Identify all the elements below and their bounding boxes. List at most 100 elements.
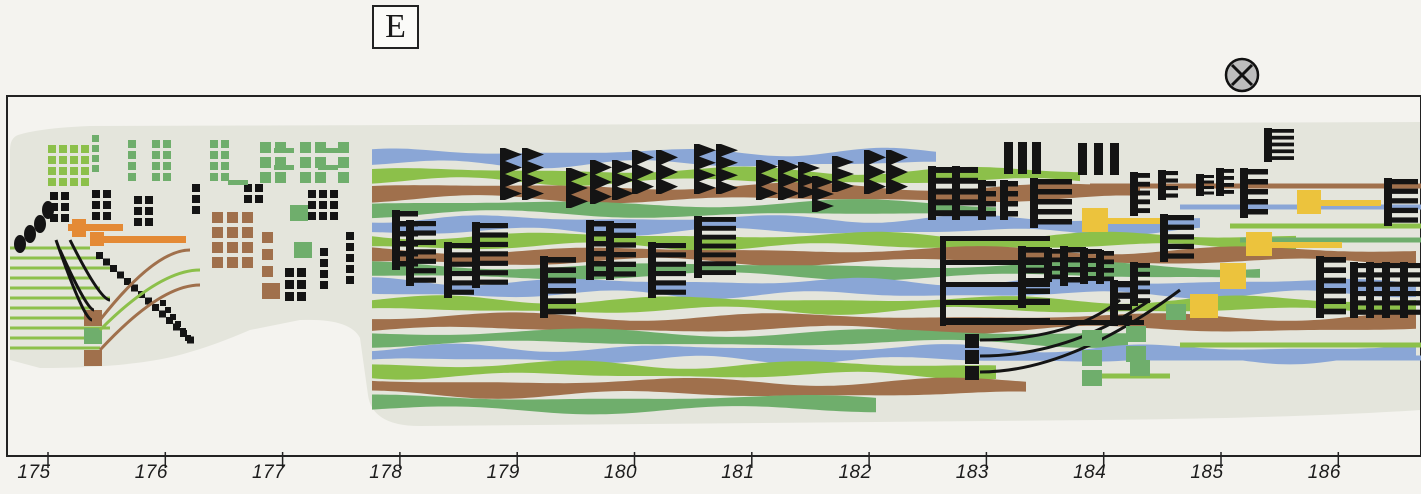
black-square: [319, 212, 327, 220]
green-square: [338, 172, 349, 183]
black-cluster: [1400, 262, 1421, 318]
black-cluster: [444, 242, 474, 298]
cluster-tooth: [1408, 309, 1421, 315]
black-cluster: [586, 220, 614, 280]
cluster-tooth: [1088, 249, 1102, 254]
cluster-tooth: [960, 177, 978, 184]
black-cluster: [952, 166, 978, 220]
cluster-tooth: [1166, 186, 1178, 191]
green-block: [1126, 346, 1146, 362]
green-square: [70, 145, 78, 153]
cluster-tooth: [1204, 180, 1214, 184]
cluster-tooth: [1026, 288, 1050, 295]
brown-square: [212, 242, 223, 253]
flag-stem: [656, 150, 661, 194]
cluster-tooth: [1008, 201, 1018, 207]
flag-stem: [694, 144, 699, 194]
cluster-tooth: [960, 199, 978, 206]
green-square: [300, 157, 311, 168]
cluster-spine: [472, 222, 480, 288]
cluster-tooth: [548, 257, 576, 263]
flag-triangle: [869, 150, 886, 165]
brown-square: [212, 212, 223, 223]
black-flag: [716, 144, 738, 194]
cluster-tooth: [414, 258, 436, 264]
timeline-label: 176: [134, 462, 168, 483]
black-flag: [812, 176, 834, 212]
black-square: [117, 271, 124, 279]
cluster-tooth: [594, 271, 614, 277]
green-square: [210, 173, 218, 181]
flag-triangle: [817, 176, 834, 188]
black-square: [255, 195, 263, 203]
cluster-tooth: [1138, 190, 1150, 196]
green-square: [210, 162, 218, 170]
flag-triangle: [761, 160, 778, 174]
black-cluster: [1316, 256, 1346, 318]
fan-line: [58, 249, 95, 312]
black-flag: [778, 160, 800, 200]
brown-square: [242, 257, 253, 268]
black-cluster: [928, 166, 954, 220]
cluster-tooth: [1038, 219, 1072, 225]
green-square: [70, 156, 78, 164]
cluster-spine: [1400, 262, 1408, 318]
black-square: [96, 252, 103, 259]
cluster-tooth: [1272, 149, 1294, 154]
flag-triangle: [721, 144, 738, 157]
green-square: [221, 162, 229, 170]
flag-stem: [812, 176, 817, 212]
cluster-tooth: [414, 221, 436, 227]
black-oval: [34, 215, 46, 233]
cluster-tooth: [1248, 209, 1268, 215]
cluster-spine: [1366, 262, 1374, 318]
flag-triangle: [571, 181, 588, 195]
cluster-tooth: [1324, 308, 1346, 315]
cluster-tooth: [986, 201, 996, 207]
black-square: [297, 292, 306, 301]
cluster-spine: [928, 166, 936, 220]
flag-stem: [632, 150, 637, 194]
black-square: [965, 366, 979, 380]
cluster-tooth: [400, 211, 418, 217]
flag-triangle: [869, 164, 886, 180]
cluster-tooth: [1272, 135, 1294, 140]
cluster-tooth: [480, 279, 508, 285]
cluster-spine: [648, 242, 656, 298]
cluster-tooth: [702, 261, 736, 267]
green-square: [275, 157, 286, 168]
black-square: [165, 307, 171, 313]
black-square: [346, 254, 354, 262]
black-cluster: [648, 242, 686, 298]
black-square: [244, 195, 252, 203]
cluster-spine: [1350, 262, 1358, 318]
flag-triangle: [637, 164, 654, 180]
cluster-spine: [540, 256, 548, 318]
cluster-tooth: [986, 191, 996, 197]
black-cluster: [606, 222, 636, 280]
black-square: [145, 196, 153, 204]
bracket-arm: [940, 282, 1050, 287]
green-square: [81, 145, 89, 153]
black-cluster: [1350, 262, 1372, 318]
flag-triangle: [803, 186, 820, 198]
green-square: [221, 173, 229, 181]
cluster-tooth: [548, 298, 576, 305]
bracket-arm: [940, 260, 1050, 265]
black-square: [297, 268, 306, 277]
black-square: [152, 304, 159, 311]
black-square: [308, 212, 316, 220]
wavy-band: [372, 394, 876, 415]
cluster-tooth: [594, 261, 614, 267]
black-oval: [14, 235, 26, 253]
cluster-tooth: [1390, 281, 1404, 287]
cluster-tooth: [414, 230, 436, 236]
cluster-tooth: [1374, 272, 1388, 278]
cluster-spine: [406, 220, 414, 286]
green-square: [315, 172, 326, 183]
green-block: [1166, 304, 1186, 320]
timeline-label: 185: [1190, 462, 1224, 483]
cluster-tooth: [1224, 176, 1234, 180]
flag-triangle: [817, 188, 834, 200]
cluster-tooth: [1104, 259, 1114, 265]
